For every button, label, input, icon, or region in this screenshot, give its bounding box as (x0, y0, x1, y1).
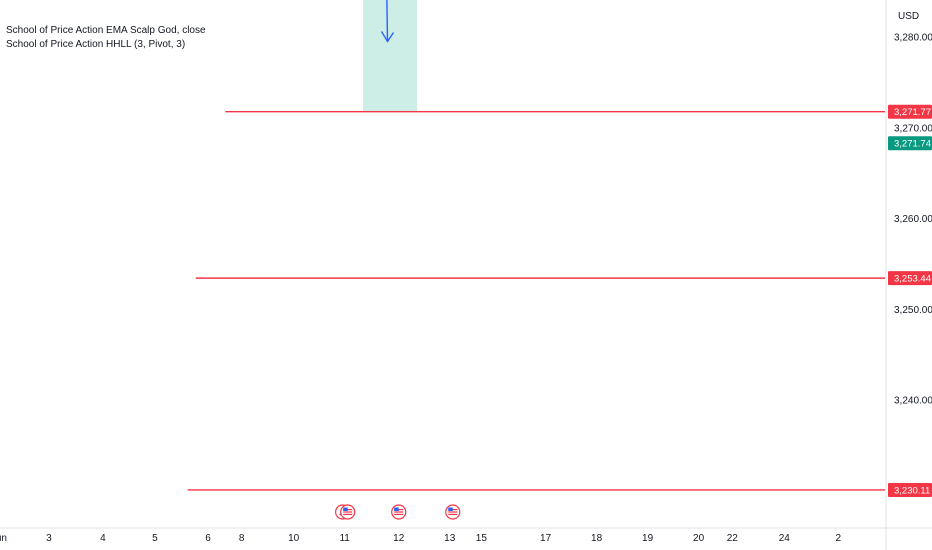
currency-label[interactable]: USD (898, 11, 920, 22)
us-flag-icon[interactable] (340, 504, 356, 520)
time-tick-label: 20 (693, 533, 705, 544)
time-tick-label: 3 (46, 533, 52, 544)
price-tag-label: 3,230.11 (894, 485, 930, 496)
price-tag[interactable] (888, 136, 932, 151)
time-tick-label: 11 (339, 533, 350, 544)
price-tag-label: 3,271.74 (894, 139, 931, 150)
time-tick-label: 12 (393, 533, 405, 544)
plot-area[interactable] (0, 0, 885, 528)
time-tick-label: 2 (836, 533, 842, 544)
time-tick-label: 19 (642, 533, 654, 544)
price-tag-label: 3,271.77 (894, 107, 931, 118)
time-tick-label: 8 (239, 533, 245, 544)
us-flag-icon[interactable] (445, 504, 461, 520)
time-tick-label: 6 (205, 533, 211, 544)
us-flag-icon[interactable] (391, 504, 407, 520)
time-tick-label: 13 (444, 533, 456, 544)
time-tick-label: 5 (152, 533, 158, 544)
price-tag-label: 3,253.44 (894, 274, 931, 285)
price-tick-label: 3,270.00 (894, 123, 932, 134)
price-tag[interactable] (888, 482, 932, 497)
legend-hhll[interactable]: School of Price Action HHLL (3, Pivot, 3… (6, 39, 186, 50)
time-tick-label: 15 (476, 533, 488, 544)
time-tick-label: 17 (540, 533, 552, 544)
projection-arrowhead (380, 31, 395, 43)
price-tick-label: 3,250.00 (894, 305, 932, 316)
time-tick-label: 10 (288, 533, 300, 544)
indicator-legend: School of Price Action EMA Scalp God, cl… (6, 24, 206, 52)
price-tick-label: 3,240.00 (894, 396, 932, 407)
time-tick-label: 18 (591, 533, 603, 544)
price-tick-label: 3,280.00 (894, 32, 932, 43)
price-tick-label: 3,260.00 (894, 214, 932, 225)
price-tag[interactable] (888, 271, 932, 286)
price-tag[interactable] (888, 104, 932, 119)
legend-ema[interactable]: School of Price Action EMA Scalp God, cl… (6, 25, 206, 36)
zone-target[interactable] (363, 0, 418, 112)
time-tick-label: 24 (779, 533, 791, 544)
time-tick-label: 22 (727, 533, 739, 544)
time-tick-label: 4 (100, 533, 106, 544)
time-tick-label: Jun (0, 533, 7, 544)
